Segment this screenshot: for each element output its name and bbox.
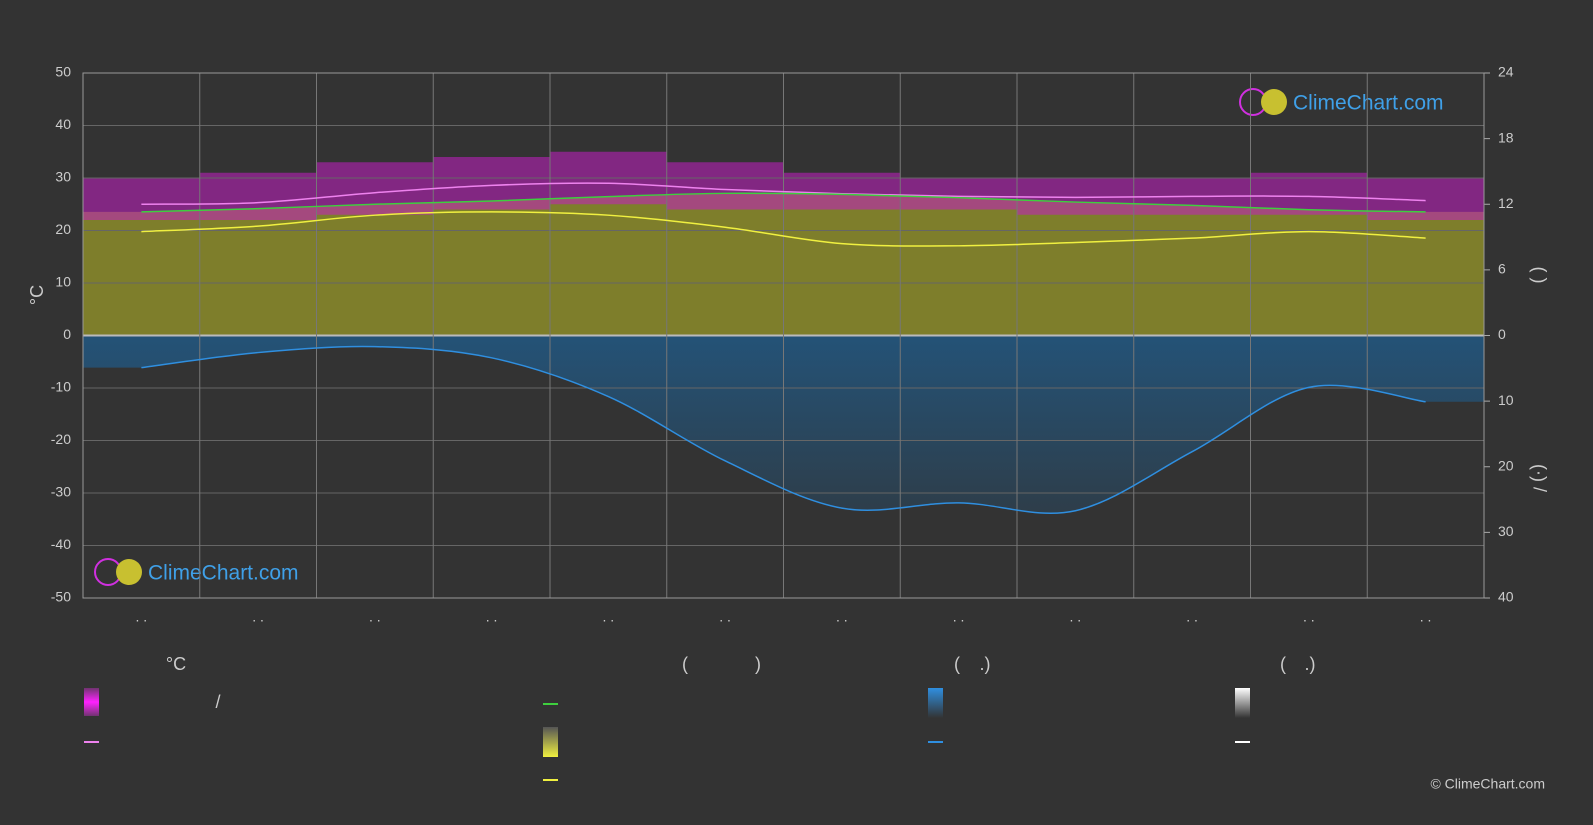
x-tick-label: . .	[1070, 609, 1082, 625]
logo: ClimeChart.com	[94, 558, 299, 586]
x-tick-label: . .	[603, 609, 615, 625]
legend-header: )	[755, 654, 761, 674]
legend-header: (	[682, 654, 688, 674]
y2-tick-label: 24	[1498, 64, 1514, 80]
legend-header: °C	[166, 654, 186, 674]
temp-range	[199, 172, 317, 220]
legend-swatch	[84, 688, 99, 716]
y-tick-label: -40	[51, 536, 71, 552]
y-tick-label: -50	[51, 589, 71, 605]
y2-tick-label: 18	[1498, 129, 1514, 145]
x-tick-label: . .	[252, 609, 264, 625]
x-tick-label: . .	[1303, 609, 1315, 625]
x-tick-label: . .	[136, 609, 148, 625]
temp-range	[783, 172, 901, 210]
legend-swatch	[928, 688, 943, 718]
x-tick-label: . .	[953, 609, 965, 625]
y-tick-label: 30	[55, 169, 71, 185]
brand: ClimeChart.com	[148, 562, 299, 585]
brand: ClimeChart.com	[1293, 92, 1444, 115]
x-tick-label: . .	[369, 609, 381, 625]
y-tick-label: -10	[51, 379, 71, 395]
y-tick-label: 40	[55, 116, 71, 132]
copyright: © ClimeChart.com	[1430, 776, 1545, 792]
legend-swatch	[543, 727, 558, 757]
x-tick-label: . .	[719, 609, 731, 625]
temp-range	[900, 178, 1017, 210]
y-tick-label: 20	[55, 221, 71, 237]
legend-header: (	[954, 654, 960, 674]
line	[141, 211, 1426, 247]
line	[141, 192, 1426, 213]
legend-header: (	[1280, 654, 1286, 674]
x-tick-label: . .	[836, 609, 848, 625]
y3-tick-label: 40	[1498, 589, 1514, 605]
y-tick-label: -20	[51, 431, 71, 447]
logo-sun	[116, 559, 142, 585]
line	[141, 345, 1426, 514]
y-tick-label: 10	[55, 274, 71, 290]
y2-axis-label: ( )	[1529, 267, 1549, 284]
legend-header: .)	[1305, 654, 1316, 674]
temp-range	[316, 162, 434, 215]
y-axis-label: °C	[27, 285, 47, 305]
y2-tick-label: 12	[1498, 195, 1514, 211]
y3-axis-label: (·) /	[1529, 464, 1549, 492]
temp-range	[83, 178, 200, 220]
line	[141, 182, 1426, 205]
x-tick-label: . .	[486, 609, 498, 625]
x-tick-label: . .	[1186, 609, 1198, 625]
y3-tick-label: 20	[1498, 457, 1514, 473]
y2-tick-label: 0	[1498, 326, 1506, 342]
y3-tick-label: 30	[1498, 523, 1514, 539]
logo-sun	[1261, 89, 1287, 115]
x-tick-label: . .	[1420, 609, 1432, 625]
temp-range	[666, 162, 784, 210]
y-tick-label: 50	[55, 64, 71, 80]
plot-border	[82, 72, 1485, 599]
legend: °C ( ) ( .) ( .) /	[84, 654, 1316, 781]
legend-label: /	[215, 692, 220, 712]
y3-tick-label: 10	[1498, 392, 1514, 408]
logo: ClimeChart.com	[1239, 88, 1444, 116]
legend-header: .)	[980, 654, 991, 674]
y2-tick-label: 6	[1498, 261, 1506, 277]
y-tick-label: -30	[51, 484, 71, 500]
y-tick-label: 0	[63, 326, 71, 342]
legend-swatch	[1235, 688, 1250, 718]
